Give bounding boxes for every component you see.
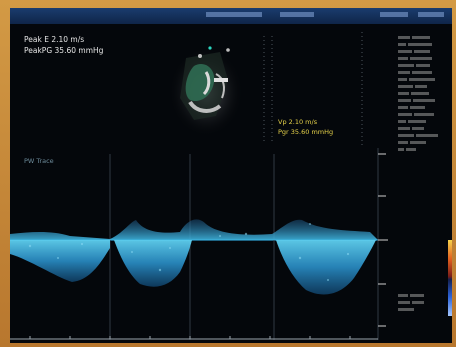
param-row (398, 299, 424, 305)
param-row (398, 69, 448, 75)
apical-heart-view-icon (168, 46, 244, 138)
doppler-spectrum-graphics (10, 32, 388, 340)
param-row (398, 118, 448, 124)
forward-flow-envelope (10, 219, 378, 240)
doppler-trace-label: PW Trace (24, 157, 54, 165)
reverse-flow-envelope (10, 240, 376, 295)
status-field-1 (206, 12, 262, 17)
param-row (398, 111, 448, 117)
acquisition-parameters-panel (398, 34, 448, 153)
param-row (398, 104, 448, 110)
param-row (398, 34, 448, 40)
param-row (398, 90, 448, 96)
top-status-bar (10, 8, 452, 24)
param-row (398, 83, 448, 89)
depth-guides (263, 32, 363, 146)
cursor-readout: Vp 2.10 m/s Pgr 35.60 mmHg (278, 119, 333, 138)
cursor-velocity-label: Vp 2.10 m/s (278, 118, 318, 126)
peak-gradient-label: PeakPG 35.60 mmHg (24, 45, 104, 55)
param-row (398, 48, 448, 54)
param-row (398, 132, 448, 138)
status-field-4 (418, 12, 444, 17)
peak-velocity-label: Peak E 2.10 m/s (24, 35, 85, 44)
time-axis (10, 336, 378, 340)
spectral-noise (28, 223, 350, 281)
measurement-readout: Peak E 2.10 m/s PeakPG 35.60 mmHg (24, 36, 103, 57)
param-row (398, 97, 448, 103)
param-row (398, 62, 448, 68)
param-row (398, 55, 448, 61)
param-row (398, 41, 448, 47)
status-field-3 (380, 12, 408, 17)
param-row (398, 306, 424, 312)
cursor-gradient-label: Pgr 35.60 mmHg (278, 127, 334, 136)
status-field-2 (280, 12, 314, 17)
doppler-settings-readout (398, 292, 424, 313)
param-row (398, 146, 448, 152)
param-row (398, 139, 448, 145)
param-row (398, 76, 448, 82)
ultrasound-display: Peak E 2.10 m/s PeakPG 35.60 mmHg Vp 2.1… (10, 8, 452, 343)
velocity-color-bar-icon (448, 240, 452, 316)
param-row (398, 292, 424, 298)
param-row (398, 125, 448, 131)
velocity-scale (378, 153, 388, 327)
